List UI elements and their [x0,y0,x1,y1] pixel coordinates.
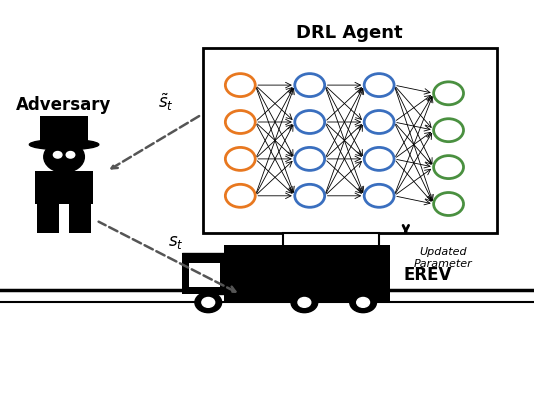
FancyBboxPatch shape [37,202,59,233]
Polygon shape [182,254,235,294]
FancyBboxPatch shape [40,117,88,145]
Circle shape [434,193,464,216]
Circle shape [195,292,222,313]
Ellipse shape [29,140,99,150]
Circle shape [295,111,325,134]
FancyBboxPatch shape [35,172,93,204]
Circle shape [295,185,325,208]
FancyBboxPatch shape [182,254,235,294]
Circle shape [350,292,376,313]
Circle shape [53,152,62,159]
Circle shape [66,152,75,159]
Circle shape [434,156,464,179]
Text: V2C: V2C [315,252,348,267]
Circle shape [298,298,311,308]
Circle shape [225,148,255,171]
FancyBboxPatch shape [283,233,379,286]
Circle shape [364,111,394,134]
Circle shape [225,111,255,134]
Circle shape [364,148,394,171]
Circle shape [295,74,325,97]
Circle shape [434,119,464,142]
Circle shape [364,185,394,208]
Circle shape [225,185,255,208]
Circle shape [291,292,318,313]
Circle shape [434,83,464,106]
Circle shape [225,74,255,97]
Text: Updated
Parameter: Updated Parameter [414,247,473,268]
FancyBboxPatch shape [203,49,497,233]
Text: $\tilde{s}_t$: $\tilde{s}_t$ [158,92,174,113]
Text: $s_t$: $s_t$ [168,232,184,250]
FancyBboxPatch shape [189,263,220,287]
Circle shape [202,298,215,308]
Circle shape [295,148,325,171]
Circle shape [44,142,84,173]
Circle shape [357,298,370,308]
Text: DRL Agent: DRL Agent [296,24,403,42]
Text: EREV: EREV [403,265,451,283]
FancyBboxPatch shape [224,245,390,303]
FancyBboxPatch shape [69,202,91,233]
Circle shape [364,74,394,97]
Text: Adversary: Adversary [17,95,112,113]
